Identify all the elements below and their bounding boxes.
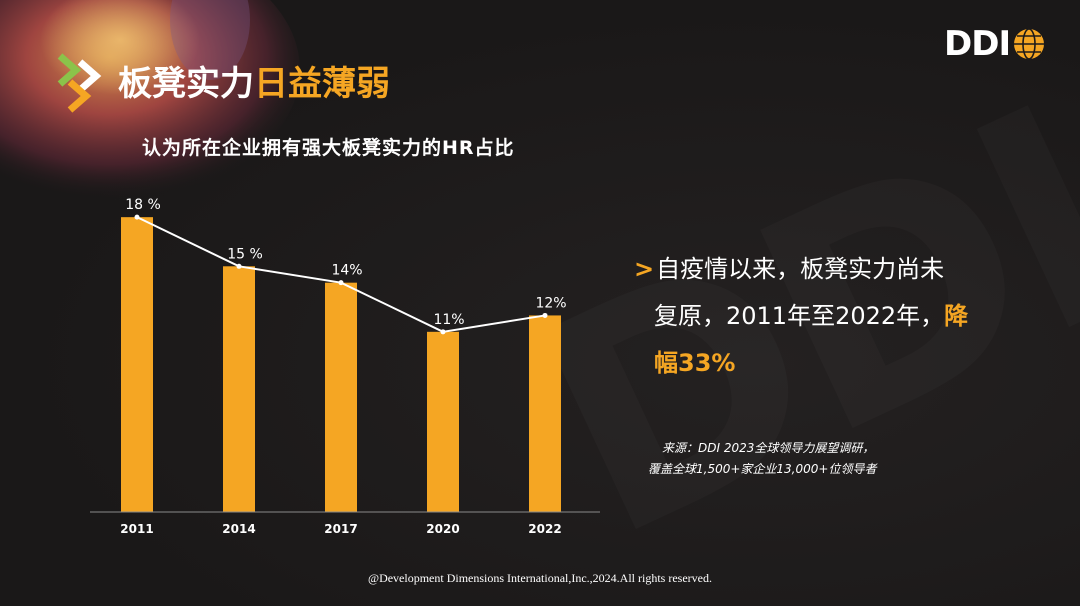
callout-highlight2: 幅33% bbox=[654, 349, 736, 377]
trend-point-2011 bbox=[134, 214, 140, 220]
title-white: 板凳实力 bbox=[118, 64, 254, 104]
bar-2022 bbox=[529, 315, 561, 512]
bar-chart: 18 % 15 % 14% 11% 12% 2011 2014 2017 2020 2022 bbox=[90, 197, 600, 536]
trend-point-2022 bbox=[542, 312, 548, 318]
logo-text: DDI bbox=[944, 24, 1011, 64]
callout-part1: 自疫情以来，板凳实力尚未 bbox=[656, 255, 945, 283]
bar-2014 bbox=[223, 266, 255, 512]
data-label-2014: 15 % bbox=[227, 246, 263, 262]
globe-icon bbox=[1014, 28, 1045, 60]
trend-point-2020 bbox=[440, 329, 446, 335]
callout-part2: 复原，2011年至2022年， bbox=[654, 302, 945, 330]
source-note: 来源：DDI 2023全球领导力展望调研， 覆盖全球1,500+家企业13,00… bbox=[648, 438, 876, 480]
page-title: 板凳实力日益薄弱 bbox=[118, 60, 390, 108]
x-tick-2022: 2022 bbox=[528, 522, 561, 536]
data-label-2011: 18 % bbox=[125, 197, 161, 213]
bar-2017 bbox=[325, 282, 357, 512]
x-tick-2011: 2011 bbox=[120, 522, 153, 536]
data-label-2017: 14% bbox=[331, 263, 362, 279]
source-line1: 来源：DDI 2023全球领导力展望调研， bbox=[662, 441, 875, 455]
chart-title: 认为所在企业拥有强大板凳实力的HR占比 bbox=[142, 137, 515, 159]
trend-point-2014 bbox=[236, 263, 242, 269]
data-label-2022: 12% bbox=[535, 295, 566, 311]
callout-highlight1: 降 bbox=[944, 302, 969, 330]
chevron-right-icon bbox=[57, 53, 102, 113]
x-tick-2020: 2020 bbox=[426, 522, 459, 536]
x-tick-2017: 2017 bbox=[324, 522, 357, 536]
bar-2020 bbox=[427, 331, 459, 512]
source-line2: 覆盖全球1,500+家企业13,000+位领导者 bbox=[648, 462, 877, 476]
copyright-footer: @Development Dimensions International,In… bbox=[368, 571, 712, 585]
ddi-logo: DDI bbox=[944, 24, 1046, 64]
title-orange: 日益薄弱 bbox=[254, 64, 390, 104]
bar-2011 bbox=[121, 217, 153, 512]
callout-text: >自疫情以来，板凳实力尚未 复原，2011年至2022年，降 幅33% bbox=[634, 246, 1034, 387]
x-tick-2014: 2014 bbox=[222, 522, 255, 536]
chevron-right-icon: > bbox=[634, 255, 655, 283]
data-label-2020: 11% bbox=[433, 312, 464, 328]
trend-point-2017 bbox=[338, 280, 344, 286]
